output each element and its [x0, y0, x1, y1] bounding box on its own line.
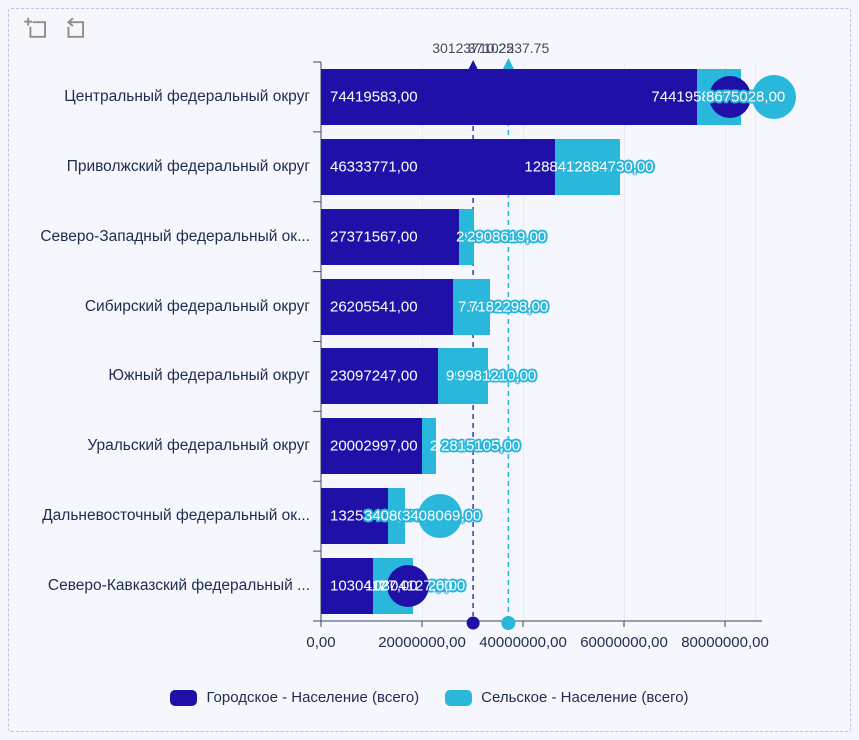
- bar-value-label: 9981210,00: [457, 367, 537, 385]
- bar-value-label: 13253408,00: [330, 507, 418, 525]
- bar-value-label: 3408069,00: [402, 507, 482, 525]
- datazoom-select-icon: [22, 16, 49, 43]
- legend-swatch-urban: [170, 689, 198, 706]
- bar-urban[interactable]: [321, 488, 388, 545]
- grid-line: [624, 62, 625, 621]
- bar-value-label: 10304127,00: [330, 577, 418, 595]
- category-label: Северо-Западный федеральный ок...: [40, 227, 310, 245]
- category-label: Дальневосточный федеральный ок...: [42, 507, 310, 525]
- bar-value-label: 2815105,00: [441, 437, 521, 455]
- legend-label-rural: Сельское - Население (всего): [481, 689, 689, 706]
- x-axis-tick-label: 40000000,00: [479, 634, 567, 651]
- bar-value-label: 7182298,00: [458, 298, 538, 316]
- markpoint-circle-rural: [752, 74, 796, 119]
- undo-restore-icon: [60, 16, 87, 43]
- bar-urban[interactable]: [321, 558, 374, 615]
- bar-rural[interactable]: [459, 208, 474, 265]
- bar-rural[interactable]: [554, 138, 621, 195]
- bar-value-label: 2815105,00: [430, 437, 510, 455]
- bar-urban[interactable]: [321, 348, 438, 405]
- x-axis-tick-label: 20000000,00: [378, 634, 466, 651]
- grid-line: [422, 62, 423, 621]
- chart-toolbox: [22, 16, 87, 43]
- grid-line: [523, 62, 524, 621]
- bar-value-label: 2908619,00: [467, 228, 547, 246]
- category-label: Южный федеральный округ: [108, 367, 310, 385]
- category-label: Приволжский федеральный округ: [66, 157, 310, 175]
- legend: Городское - Население (всего) Сельское -…: [0, 689, 859, 706]
- bar-value-label: 10304127,00: [365, 577, 453, 595]
- bar-rural[interactable]: [387, 488, 406, 545]
- bar-rural[interactable]: [437, 348, 489, 405]
- bar-value-label: 12884730,00: [566, 158, 654, 176]
- markline-dot-urban: [466, 616, 480, 630]
- bar-urban[interactable]: [321, 278, 454, 335]
- toolbox-area-zoom-button[interactable]: [22, 16, 49, 43]
- bar-value-label: 3408069,00: [364, 507, 444, 525]
- bar-rural[interactable]: [453, 278, 490, 335]
- bar-urban[interactable]: [321, 418, 422, 475]
- legend-swatch-rural: [445, 689, 473, 706]
- bar-value-label: 9981210,00: [446, 367, 526, 385]
- category-label: Сибирский федеральный округ: [84, 297, 310, 315]
- legend-item-rural[interactable]: Сельское - Население (всего): [445, 689, 689, 706]
- bar-value-label: 23097247,00: [330, 367, 418, 385]
- bar-value-label: 12884730,00: [524, 158, 612, 176]
- bar-urban[interactable]: [321, 208, 460, 265]
- bar-value-label: 46333771,00: [330, 158, 418, 176]
- bar-urban[interactable]: [321, 68, 697, 125]
- bar-value-label: 27371567,00: [330, 228, 418, 246]
- legend-label-urban: Городское - Население (всего): [206, 689, 420, 706]
- bar-value-label: 74419583,00: [330, 88, 418, 106]
- bar-value-label: 26205541,00: [330, 298, 418, 316]
- x-axis-tick-label: 60000000,00: [580, 634, 668, 651]
- markline-average-label-rural: 37102237.75: [467, 40, 550, 56]
- bar-value-label: 7182298,00: [469, 298, 549, 316]
- bar-rural[interactable]: [422, 418, 437, 475]
- markline-average-label-urban: 30123710.25: [432, 40, 514, 56]
- grid-line-right-edge: [755, 62, 757, 621]
- category-label: Центральный федеральный округ: [64, 87, 310, 105]
- bar-value-label: 8675028,00: [706, 88, 786, 106]
- x-axis-tick-label: 80000000,00: [681, 634, 769, 651]
- x-axis-tick-label: 0,00: [306, 634, 336, 651]
- bar-value-label: 2908619,00: [456, 228, 536, 246]
- category-label: Уральский федеральный округ: [87, 437, 310, 455]
- markline-dot-rural: [501, 616, 516, 630]
- legend-item-urban[interactable]: Городское - Население (всего): [170, 689, 419, 706]
- grid-line: [725, 62, 726, 621]
- bar-value-label: 20002997,00: [330, 437, 418, 455]
- toolbox-restore-button[interactable]: [60, 16, 87, 43]
- category-label: Северо-Кавказский федеральный ...: [47, 577, 310, 595]
- widget-dashed-frame: [8, 8, 851, 732]
- bar-value-label: 74419583,00: [651, 88, 739, 106]
- markpoint-circle-urban: [709, 75, 751, 118]
- markpoint-circle-urban: [387, 565, 429, 608]
- markpoint-circle-rural: [418, 494, 462, 539]
- bar-urban[interactable]: [321, 138, 555, 195]
